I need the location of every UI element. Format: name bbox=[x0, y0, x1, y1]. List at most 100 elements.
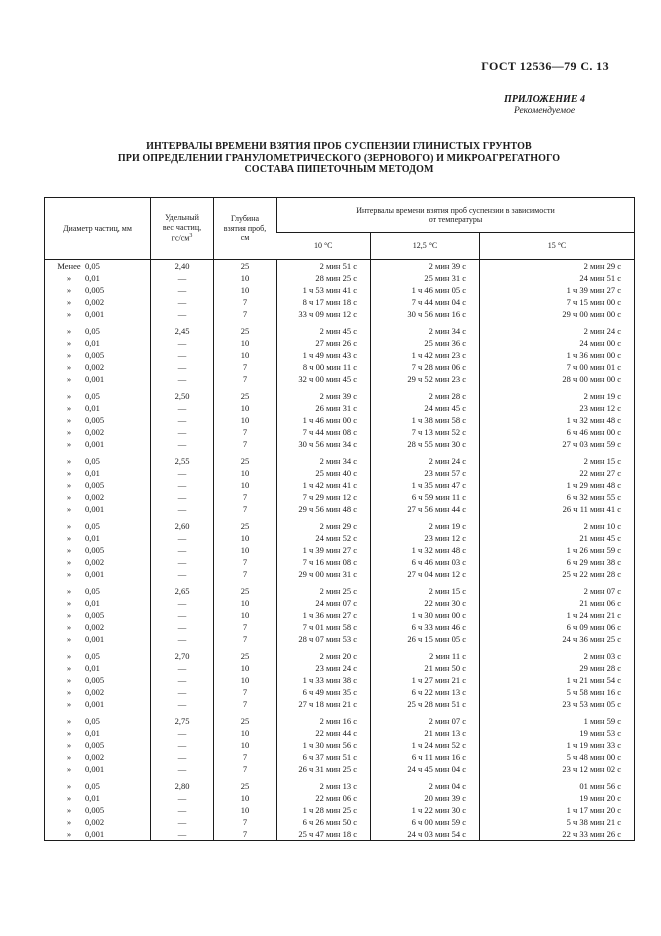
cell-time-10c: 23 мин 24 с bbox=[276, 662, 371, 674]
header-temp-10c: 10 °С bbox=[276, 232, 371, 260]
cell-time-10c: 33 ч 09 мин 12 с bbox=[276, 308, 371, 320]
cell-unit-weight: — bbox=[150, 792, 214, 804]
table-row: » 0,002 — 7 6 ч 26 мин 50 с 6 ч 00 мин 59… bbox=[45, 816, 635, 828]
cell-time-12-5c: 25 ч 28 мин 51 с bbox=[370, 698, 480, 710]
diameter-prefix: » bbox=[66, 273, 72, 283]
cell-time-10c: 2 мин 29 с bbox=[276, 520, 371, 532]
diameter-value: 0,002 bbox=[85, 817, 105, 827]
cell-time-15c: 29 мин 28 с bbox=[478, 662, 635, 674]
cell-time-10c: 6 ч 49 мин 35 с bbox=[276, 686, 371, 698]
diameter-prefix: » bbox=[66, 569, 72, 579]
table-header: Диаметр частиц, мм Удельный вес частиц, … bbox=[44, 197, 635, 260]
header-temp-12-5c: 12,5 °С bbox=[370, 232, 480, 260]
cell-diameter: » 0,001 bbox=[45, 503, 151, 515]
cell-unit-weight: — bbox=[150, 337, 214, 349]
separator-cell bbox=[478, 645, 635, 650]
diameter-prefix: » bbox=[66, 557, 72, 567]
cell-unit-weight: — bbox=[150, 284, 214, 296]
table-row: Менее 0,05 2,40 25 2 мин 51 с 2 мин 39 с … bbox=[45, 259, 635, 273]
cell-unit-weight: — bbox=[150, 763, 214, 775]
table-row: » 0,001 — 7 32 ч 00 мин 45 с 29 ч 52 мин … bbox=[45, 373, 635, 385]
cell-time-15c: 1 ч 36 мин 00 с bbox=[478, 349, 635, 361]
diameter-value: 0,002 bbox=[85, 557, 105, 567]
cell-diameter: Менее 0,05 bbox=[45, 260, 151, 273]
cell-time-10c: 1 ч 53 мин 41 с bbox=[276, 284, 371, 296]
cell-time-15c: 25 ч 22 мин 28 с bbox=[478, 568, 635, 580]
group-separator-row bbox=[45, 645, 635, 650]
cell-time-12-5c: 7 ч 28 мин 06 с bbox=[370, 361, 480, 373]
cell-diameter: » 0,05 bbox=[45, 520, 151, 532]
diameter-prefix: » bbox=[66, 480, 72, 490]
cell-diameter: » 0,002 bbox=[45, 296, 151, 308]
cell-time-15c: 1 ч 21 мин 54 с bbox=[478, 674, 635, 686]
cell-time-10c: 29 ч 56 мин 48 с bbox=[276, 503, 371, 515]
cell-unit-weight: — bbox=[150, 373, 214, 385]
cell-depth: 10 bbox=[213, 674, 277, 686]
cell-depth: 10 bbox=[213, 544, 277, 556]
separator-cell bbox=[478, 385, 635, 390]
diameter-prefix: » bbox=[66, 728, 72, 738]
diameter-prefix: » bbox=[66, 651, 72, 661]
cell-time-12-5c: 1 ч 30 мин 00 с bbox=[370, 609, 480, 621]
cell-unit-weight: — bbox=[150, 804, 214, 816]
cell-depth: 25 bbox=[213, 650, 277, 662]
cell-diameter: » 0,01 bbox=[45, 532, 151, 544]
cell-time-12-5c: 20 мин 39 с bbox=[370, 792, 480, 804]
cell-time-12-5c: 21 мин 50 с bbox=[370, 662, 480, 674]
cell-time-12-5c: 1 ч 42 мин 23 с bbox=[370, 349, 480, 361]
cell-time-10c: 2 мин 25 с bbox=[276, 585, 371, 597]
diameter-prefix: » bbox=[66, 521, 72, 531]
diameter-value: 0,001 bbox=[85, 374, 105, 384]
separator-cell bbox=[370, 320, 480, 325]
cell-time-15c: 21 мин 06 с bbox=[478, 597, 635, 609]
table-body: Менее 0,05 2,40 25 2 мин 51 с 2 мин 39 с … bbox=[45, 259, 635, 841]
cell-time-15c: 22 ч 33 мин 26 с bbox=[478, 828, 635, 841]
cell-depth: 7 bbox=[213, 686, 277, 698]
diameter-value: 0,005 bbox=[85, 285, 105, 295]
cell-unit-weight: — bbox=[150, 568, 214, 580]
cell-time-10c: 26 ч 31 мин 25 с bbox=[276, 763, 371, 775]
diameter-value: 0,05 bbox=[85, 261, 100, 271]
cell-unit-weight: — bbox=[150, 503, 214, 515]
diameter-prefix: » bbox=[66, 586, 72, 596]
table-row: » 0,001 — 7 28 ч 07 мин 53 с 26 ч 15 мин … bbox=[45, 633, 635, 645]
header-depth-line-2: взятия проб, bbox=[223, 223, 267, 233]
diameter-value: 0,001 bbox=[85, 699, 105, 709]
cell-depth: 7 bbox=[213, 568, 277, 580]
cell-time-12-5c: 21 мин 13 с bbox=[370, 727, 480, 739]
separator-cell bbox=[370, 385, 480, 390]
diameter-prefix: » bbox=[66, 391, 72, 401]
diameter-prefix: » bbox=[66, 415, 72, 425]
cell-time-15c: 2 мин 03 с bbox=[478, 650, 635, 662]
cell-time-10c: 29 ч 00 мин 31 с bbox=[276, 568, 371, 580]
cell-time-15c: 1 ч 19 мин 33 с bbox=[478, 739, 635, 751]
cell-unit-weight: — bbox=[150, 556, 214, 568]
cell-time-10c: 30 ч 56 мин 34 с bbox=[276, 438, 371, 450]
cell-diameter: » 0,05 bbox=[45, 780, 151, 792]
header-intervals-group: Интервалы времени взятия проб суспензии … bbox=[275, 197, 635, 233]
cell-time-10c: 2 мин 13 с bbox=[276, 780, 371, 792]
cell-time-15c: 2 мин 24 с bbox=[478, 325, 635, 337]
diameter-prefix: » bbox=[66, 468, 72, 478]
table-row: » 0,005 — 10 1 ч 30 мин 56 с 1 ч 24 мин 5… bbox=[45, 739, 635, 751]
cell-diameter: » 0,01 bbox=[45, 467, 151, 479]
cell-time-12-5c: 23 мин 57 с bbox=[370, 467, 480, 479]
table-row: » 0,002 — 7 7 ч 44 мин 08 с 7 ч 13 мин 52… bbox=[45, 426, 635, 438]
cell-diameter: » 0,005 bbox=[45, 414, 151, 426]
cell-unit-weight: — bbox=[150, 308, 214, 320]
header-unit-weight-unit: гс/см3 bbox=[153, 232, 211, 243]
cell-time-15c: 2 мин 15 с bbox=[478, 455, 635, 467]
table-row: » 0,002 — 7 6 ч 37 мин 51 с 6 ч 11 мин 16… bbox=[45, 751, 635, 763]
cell-unit-weight: — bbox=[150, 597, 214, 609]
cell-time-15c: 24 ч 36 мин 25 с bbox=[478, 633, 635, 645]
cell-diameter: » 0,002 bbox=[45, 491, 151, 503]
diameter-prefix: » bbox=[66, 598, 72, 608]
table-row: » 0,002 — 7 8 ч 17 мин 18 с 7 ч 44 мин 04… bbox=[45, 296, 635, 308]
cell-time-15c: 1 ч 29 мин 48 с bbox=[478, 479, 635, 491]
cell-time-15c: 6 ч 29 мин 38 с bbox=[478, 556, 635, 568]
cell-diameter: » 0,001 bbox=[45, 568, 151, 580]
cell-time-10c: 27 мин 26 с bbox=[276, 337, 371, 349]
diameter-prefix: » bbox=[66, 716, 72, 726]
cell-time-12-5c: 2 мин 11 с bbox=[370, 650, 480, 662]
table-row: » 0,05 2,45 25 2 мин 45 с 2 мин 34 с 2 ми… bbox=[45, 325, 635, 337]
